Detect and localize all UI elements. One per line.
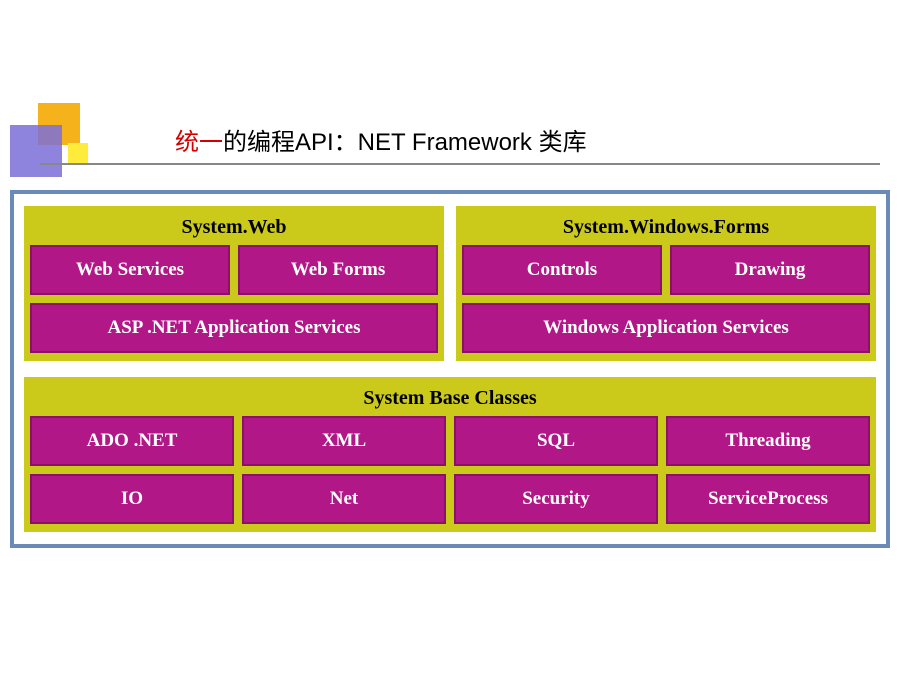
cell-xml: XML [242,416,446,466]
section-system-web: System.Web Web Services Web Forms ASP .N… [24,206,444,361]
section-system-windows-forms: System.Windows.Forms Controls Drawing Wi… [456,206,876,361]
section-system-base-classes: System Base Classes ADO .NET XML SQL Thr… [24,377,876,532]
cell-io: IO [30,474,234,524]
cell-controls: Controls [462,245,662,295]
top-sections-row: System.Web Web Services Web Forms ASP .N… [24,206,876,361]
section-grid: Controls Drawing Windows Application Ser… [462,245,870,353]
section-header: System Base Classes [30,383,870,416]
cell-web-forms: Web Forms [238,245,438,295]
section-grid: Web Services Web Forms ASP .NET Applicat… [30,245,438,353]
cell-net: Net [242,474,446,524]
cell-serviceprocess: ServiceProcess [666,474,870,524]
cell-threading: Threading [666,416,870,466]
cell-ado-net: ADO .NET [30,416,234,466]
cell-sql: SQL [454,416,658,466]
cell-windows-app-services: Windows Application Services [462,303,870,353]
diagram-frame: System.Web Web Services Web Forms ASP .N… [10,190,890,548]
section-grid: ADO .NET XML SQL Threading IO Net Securi… [30,416,870,524]
cell-aspnet-services: ASP .NET Application Services [30,303,438,353]
title-red-text: 统一 [175,122,223,157]
cell-security: Security [454,474,658,524]
slide-title: 统一 的编程API：NET Framework 类库 [40,115,880,165]
title-black-text: 的编程API：NET Framework 类库 [223,122,587,157]
cell-drawing: Drawing [670,245,870,295]
section-header: System.Windows.Forms [462,212,870,245]
section-header: System.Web [30,212,438,245]
cell-web-services: Web Services [30,245,230,295]
